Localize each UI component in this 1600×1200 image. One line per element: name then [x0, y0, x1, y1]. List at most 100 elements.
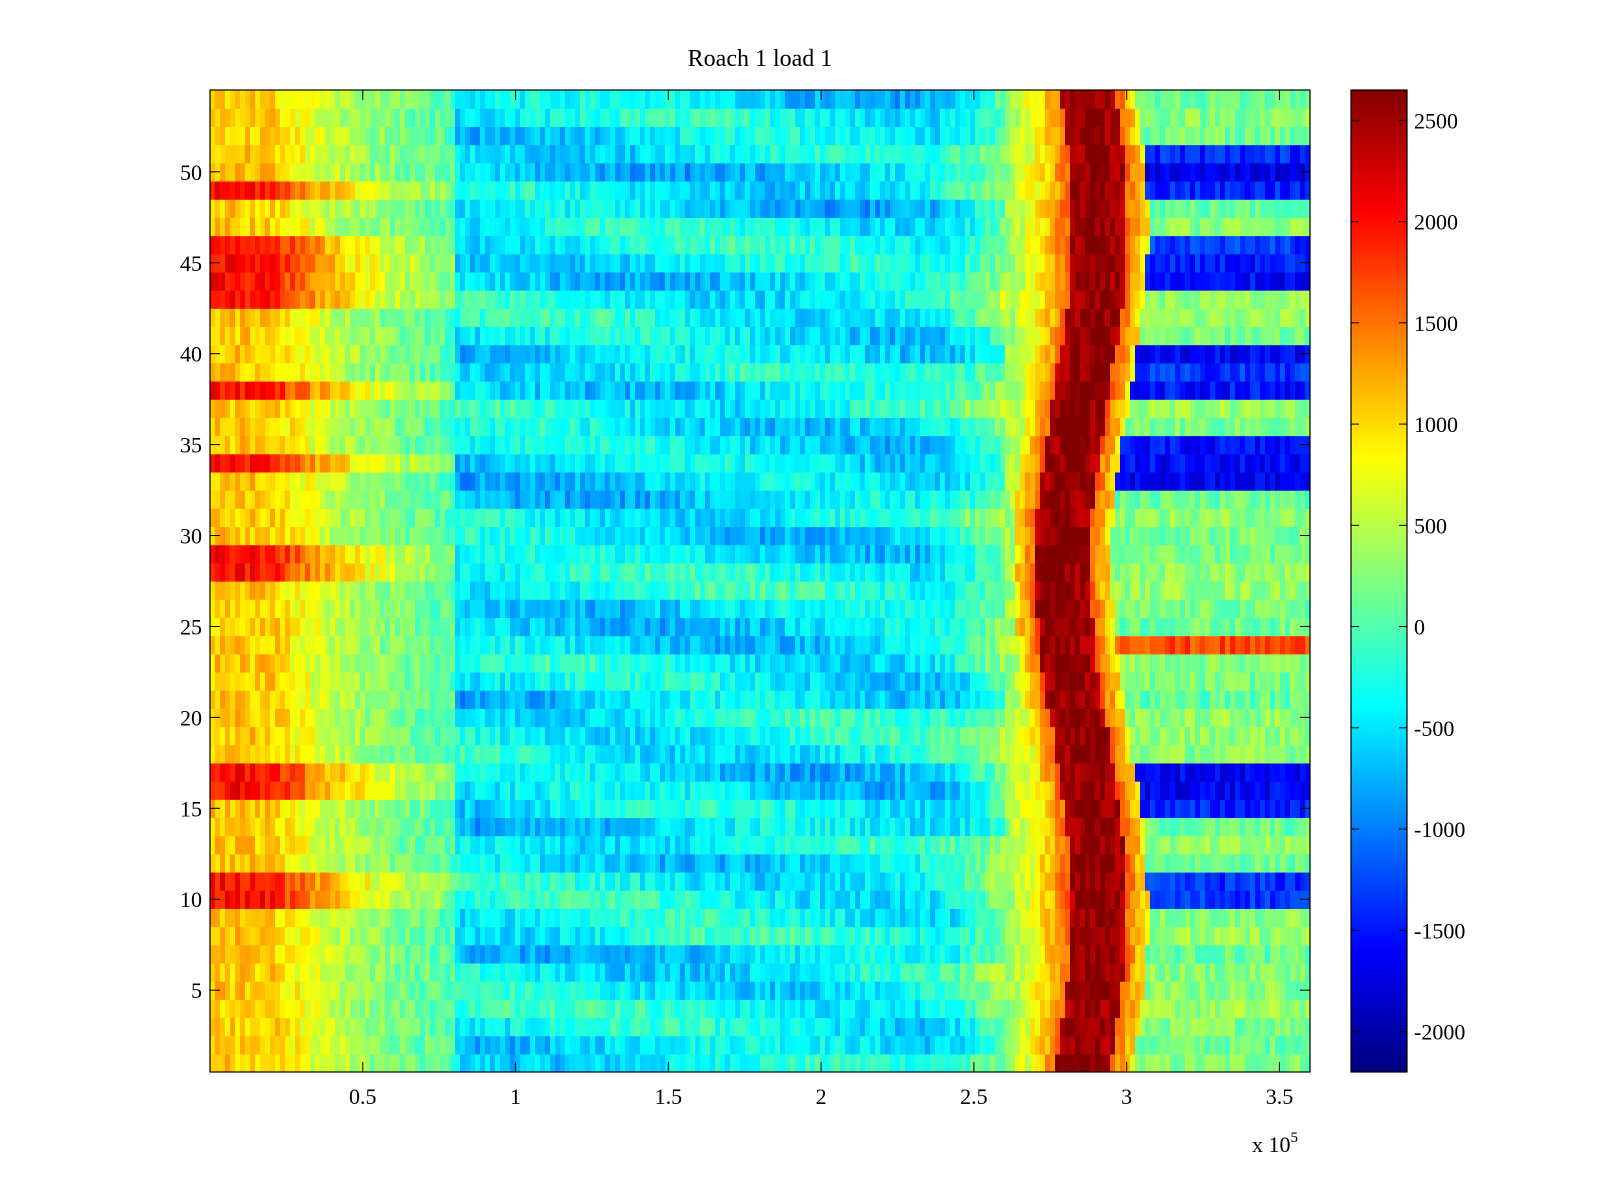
heatmap-cell	[1085, 1017, 1091, 1037]
heatmap-cell	[755, 799, 761, 819]
heatmap-cell	[235, 781, 241, 800]
heatmap-cell	[615, 708, 621, 728]
heatmap-cell	[355, 908, 361, 928]
heatmap-cell	[1190, 708, 1196, 728]
heatmap-cell	[835, 799, 841, 819]
heatmap-cell	[1050, 781, 1056, 800]
heatmap-cell	[1125, 762, 1131, 782]
heatmap-cell	[630, 1017, 636, 1037]
heatmap-cell	[1030, 690, 1036, 709]
heatmap-cell	[1025, 835, 1031, 855]
heatmap-cell	[725, 944, 731, 964]
heatmap-cell	[710, 1035, 716, 1055]
heatmap-cell	[405, 962, 411, 982]
heatmap-cell	[495, 708, 501, 728]
heatmap-cell	[915, 708, 921, 728]
heatmap-cell	[650, 762, 656, 782]
heatmap-cell	[445, 835, 451, 855]
heatmap-cell	[500, 871, 506, 891]
heatmap-cell	[420, 926, 426, 946]
heatmap-cell	[500, 890, 506, 909]
heatmap-cell	[340, 781, 346, 800]
heatmap-cell	[710, 908, 716, 928]
heatmap-cell	[1025, 708, 1031, 728]
heatmap-cell	[255, 1035, 261, 1055]
heatmap-cell	[925, 817, 931, 837]
heatmap-cell	[980, 671, 986, 691]
heatmap-cell	[1155, 835, 1161, 855]
heatmap-cell	[1020, 762, 1026, 782]
heatmap-cell	[790, 781, 796, 800]
heatmap-cell	[1285, 744, 1291, 764]
heatmap-cell	[1150, 926, 1156, 946]
heatmap-cell	[480, 1017, 486, 1037]
heatmap-cell	[1280, 835, 1286, 855]
heatmap-cell	[215, 1035, 221, 1055]
heatmap-cell	[775, 762, 781, 782]
heatmap-cell	[740, 708, 746, 728]
heatmap-cell	[685, 835, 691, 855]
heatmap-cell	[1250, 944, 1256, 964]
heatmap-cell	[1100, 744, 1106, 764]
heatmap-cell	[290, 708, 296, 728]
heatmap-cell	[1035, 762, 1041, 782]
heatmap-cell	[555, 981, 561, 1000]
heatmap-cell	[315, 671, 321, 691]
heatmap-cell	[210, 817, 216, 837]
heatmap-cell	[575, 871, 581, 891]
heatmap-cell	[1270, 908, 1276, 928]
heatmap-cell	[585, 690, 591, 709]
heatmap-cell	[1235, 726, 1241, 746]
heatmap-cell	[1095, 926, 1101, 946]
heatmap-cell	[1145, 781, 1151, 800]
heatmap-cell	[345, 1035, 351, 1055]
heatmap-cell	[670, 817, 676, 837]
heatmap-cell	[1180, 671, 1186, 691]
heatmap-cell	[550, 853, 556, 873]
heatmap-cell	[1030, 835, 1036, 855]
heatmap-cell	[1130, 944, 1136, 964]
heatmap-cell	[1215, 781, 1221, 800]
heatmap-cell	[1210, 926, 1216, 946]
heatmap-cell	[800, 708, 806, 728]
heatmap-cell	[1230, 944, 1236, 964]
heatmap-cell	[725, 1017, 731, 1037]
heatmap-cell	[220, 817, 226, 837]
heatmap-cell	[635, 744, 641, 764]
heatmap-cell	[615, 999, 621, 1019]
heatmap-cell	[1215, 690, 1221, 709]
heatmap-cell	[230, 981, 236, 1000]
heatmap-cell	[310, 799, 316, 819]
heatmap-cell	[280, 1017, 286, 1037]
heatmap-cell	[1055, 1035, 1061, 1055]
heatmap-cell	[435, 853, 441, 873]
heatmap-cell	[1170, 890, 1176, 909]
heatmap-cell	[1275, 962, 1281, 982]
heatmap-cell	[655, 926, 661, 946]
heatmap-cell	[280, 762, 286, 782]
heatmap-cell	[635, 944, 641, 964]
heatmap-cell	[640, 708, 646, 728]
heatmap-cell	[1155, 926, 1161, 946]
heatmap-cell	[325, 890, 331, 909]
heatmap-cell	[455, 890, 461, 909]
heatmap-cell	[915, 799, 921, 819]
heatmap-cell	[1215, 871, 1221, 891]
heatmap-cell	[1045, 871, 1051, 891]
heatmap-cell	[325, 817, 331, 837]
heatmap-cell	[220, 1035, 226, 1055]
heatmap-cell	[440, 653, 446, 673]
heatmap-cell	[885, 762, 891, 782]
heatmap-cell	[1285, 762, 1291, 782]
heatmap-cell	[380, 726, 386, 746]
heatmap-cell	[1000, 962, 1006, 982]
heatmap-cell	[555, 726, 561, 746]
heatmap-cell	[305, 835, 311, 855]
heatmap-cell	[375, 671, 381, 691]
heatmap-cell	[1225, 853, 1231, 873]
heatmap-cell	[515, 926, 521, 946]
heatmap-cell	[810, 981, 816, 1000]
heatmap-cell	[810, 1017, 816, 1037]
heatmap-cell	[295, 781, 301, 800]
heatmap-cell	[700, 744, 706, 764]
